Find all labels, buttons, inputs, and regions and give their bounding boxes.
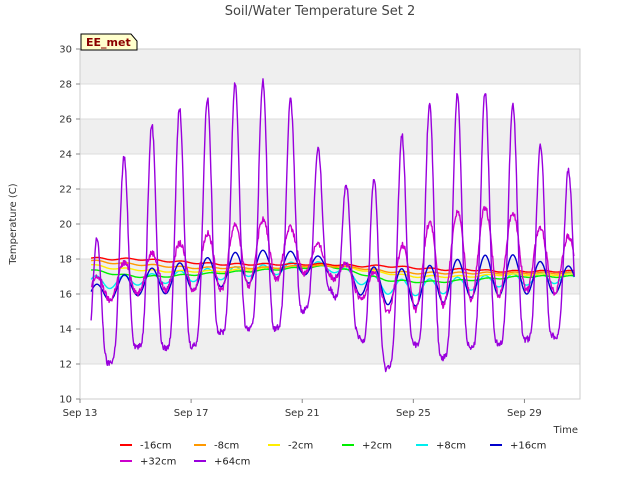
y-tick-label: 24 <box>59 150 72 161</box>
y-tick-label: 22 <box>59 185 72 196</box>
legend-label: -16cm <box>140 441 172 452</box>
chart-title: Soil/Water Temperature Set 2 <box>225 4 416 19</box>
series-line-plus64cm <box>90 78 575 373</box>
badge-shape <box>80 33 138 51</box>
y-tick-label: 30 <box>59 45 72 56</box>
legend-label: +2cm <box>362 441 392 452</box>
legend-item-minus16cm: -16cm <box>120 441 172 452</box>
legend-label: +16cm <box>510 441 546 452</box>
x-tick-label: Sep 13 <box>63 408 98 419</box>
y-tick-label: 26 <box>59 115 72 126</box>
legend-item-plus16cm: +16cm <box>490 441 546 452</box>
legend-item-plus2cm: +2cm <box>342 441 392 452</box>
legend-label: +8cm <box>436 441 466 452</box>
legend-item-plus64cm: +64cm <box>194 457 250 468</box>
y-axis-title: Temperature (C) <box>8 183 19 265</box>
y-tick-label: 18 <box>59 255 72 266</box>
grid-band <box>80 329 580 364</box>
y-tick-label: 12 <box>59 360 72 371</box>
legend-label: +32cm <box>140 457 176 468</box>
grid-band <box>80 189 580 224</box>
series-line-plus32cm <box>90 205 575 314</box>
x-axis-title: Time <box>553 425 578 436</box>
legend-item-plus32cm: +32cm <box>120 457 176 468</box>
x-tick-label: Sep 17 <box>174 408 209 419</box>
x-tick-label: Sep 29 <box>507 408 542 419</box>
legend-item-minus8cm: -8cm <box>194 441 239 452</box>
badge-label: EE_met <box>86 36 131 49</box>
y-tick-label: 10 <box>59 395 72 406</box>
y-tick-label: 14 <box>59 325 72 336</box>
legend-label: -8cm <box>214 441 239 452</box>
y-tick-label: 16 <box>59 290 72 301</box>
y-tick-label: 20 <box>59 220 72 231</box>
axes: 10 12 14 16 18 20 22 24 26 28 30 Sep 13 Sep 17 Sep 21… <box>59 45 581 419</box>
series-layer <box>90 78 575 373</box>
x-tick-label: Sep 21 <box>285 408 320 419</box>
legend-item-minus2cm: -2cm <box>268 441 313 452</box>
station-badge: EE_met <box>80 33 138 51</box>
grid-band <box>80 119 580 154</box>
grid-band <box>80 49 580 84</box>
legend-label: +64cm <box>214 457 250 468</box>
legend-label: -2cm <box>288 441 313 452</box>
x-tick-label: Sep 25 <box>396 408 431 419</box>
y-tick-label: 28 <box>59 80 72 91</box>
legend-item-plus8cm: +8cm <box>416 441 466 452</box>
legend: -16cm -8cm -2cm +2cm +8cm +16cm +32cm +64cm <box>120 441 546 468</box>
